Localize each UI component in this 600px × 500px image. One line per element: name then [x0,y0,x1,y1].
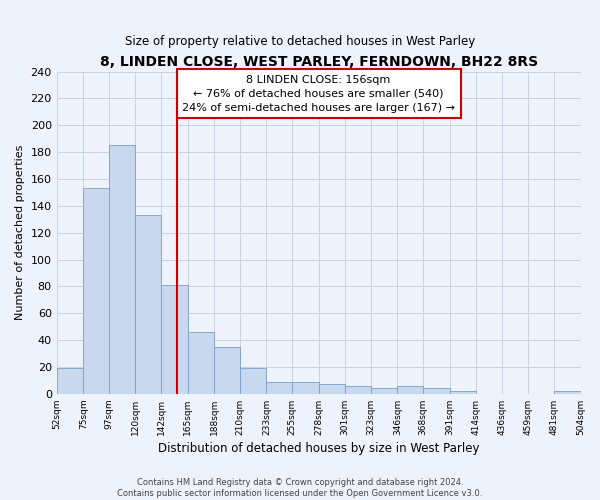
Bar [345,386,371,394]
Bar [188,332,214,394]
Bar [56,368,83,394]
Bar [214,347,240,394]
Bar [161,285,188,394]
Bar [449,391,476,394]
Bar [371,388,397,394]
Bar [109,146,136,394]
Text: Contains HM Land Registry data © Crown copyright and database right 2024.
Contai: Contains HM Land Registry data © Crown c… [118,478,482,498]
Bar [292,382,319,394]
Y-axis label: Number of detached properties: Number of detached properties [15,145,25,320]
Bar [423,388,449,394]
Bar [397,386,423,394]
X-axis label: Distribution of detached houses by size in West Parley: Distribution of detached houses by size … [158,442,479,455]
Title: 8, LINDEN CLOSE, WEST PARLEY, FERNDOWN, BH22 8RS: 8, LINDEN CLOSE, WEST PARLEY, FERNDOWN, … [100,55,538,69]
Text: 8 LINDEN CLOSE: 156sqm
← 76% of detached houses are smaller (540)
24% of semi-de: 8 LINDEN CLOSE: 156sqm ← 76% of detached… [182,75,455,113]
Bar [554,391,581,394]
Bar [319,384,345,394]
Bar [83,188,109,394]
Bar [266,382,292,394]
Bar [240,368,266,394]
Bar [136,215,161,394]
Text: Size of property relative to detached houses in West Parley: Size of property relative to detached ho… [125,35,475,48]
